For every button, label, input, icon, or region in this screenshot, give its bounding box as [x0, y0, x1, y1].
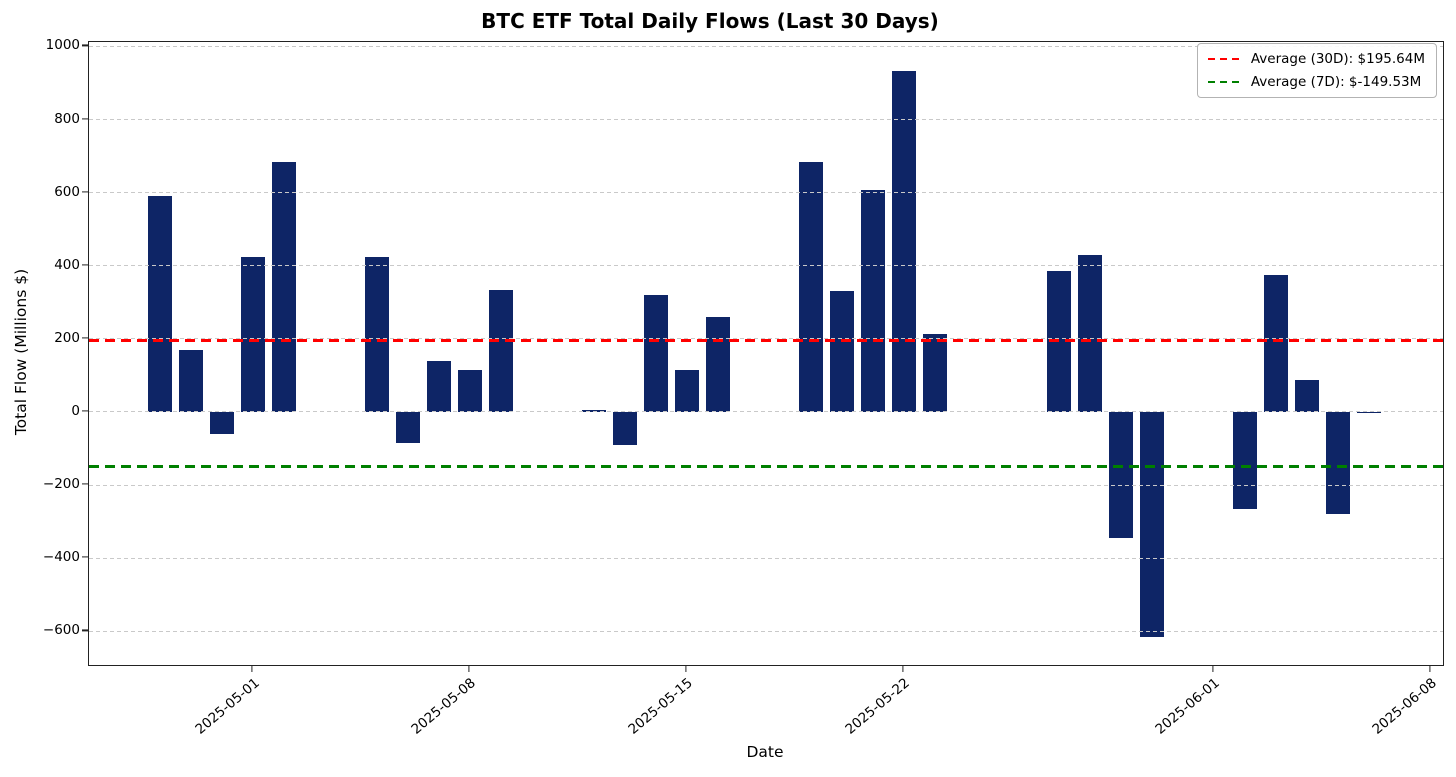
x-tick-label: 2025-06-08 [1369, 675, 1441, 738]
y-tick-mark [82, 410, 88, 412]
y-tick-mark [82, 44, 88, 46]
bar [240, 256, 266, 412]
x-tick-mark [685, 665, 687, 672]
y-tick-label: −600 [42, 622, 80, 639]
y-tick-mark [82, 117, 88, 120]
bar [860, 190, 886, 412]
bar [891, 70, 917, 412]
y-tick-label: 200 [54, 329, 80, 346]
y-tick-mark [82, 264, 88, 266]
legend-item-7d: Average (7D): $-149.53M [1207, 74, 1425, 90]
bar [209, 411, 235, 434]
green-dashed-line-icon [1207, 80, 1242, 84]
bar [612, 411, 638, 445]
y-tick-mark [82, 191, 88, 193]
bar [1263, 274, 1289, 412]
y-tick-label: 800 [54, 110, 80, 127]
x-axis-title: Date [746, 743, 784, 761]
bar [581, 409, 607, 412]
y-axis-title: Total Flow (Millions $) [12, 268, 30, 436]
bar [829, 291, 855, 412]
x-tick-mark [1212, 665, 1214, 672]
bar [798, 161, 824, 412]
bar [426, 360, 452, 412]
bar [1356, 411, 1382, 414]
x-tick-label: 2025-05-08 [408, 675, 480, 738]
y-tick-label: 400 [54, 256, 80, 273]
chart-title: BTC ETF Total Daily Flows (Last 30 Days) [481, 9, 939, 33]
y-tick-mark [82, 556, 88, 558]
gridline [89, 119, 1443, 120]
bar [1325, 411, 1351, 515]
bar [922, 334, 948, 412]
red-dashed-line-icon [1207, 57, 1242, 61]
bar [488, 289, 514, 412]
bar [1077, 254, 1103, 412]
gridline [89, 45, 1443, 47]
average-7d-line [89, 465, 1443, 468]
bar [1139, 411, 1165, 637]
bar [147, 195, 173, 412]
legend-label-7d: Average (7D): $-149.53M [1250, 74, 1422, 90]
gridline [89, 411, 1443, 413]
y-tick-label: 0 [71, 402, 80, 419]
x-tick-label: 2025-05-15 [625, 675, 697, 738]
legend-item-30d: Average (30D): $195.64M [1207, 51, 1425, 67]
y-tick-label: −200 [42, 476, 80, 493]
y-tick-label: −400 [42, 549, 80, 566]
gridline [89, 630, 1443, 632]
gridline [89, 484, 1443, 486]
bar [271, 161, 297, 412]
gridline [89, 265, 1443, 267]
gridline [89, 557, 1443, 559]
plot-area [88, 41, 1444, 666]
x-tick-label: 2025-05-22 [842, 675, 914, 738]
bar [705, 316, 731, 412]
bar [674, 369, 700, 412]
x-tick-mark [1429, 665, 1431, 672]
y-tick-label: 1000 [45, 37, 80, 54]
legend-label-30d: Average (30D): $195.64M [1250, 51, 1425, 67]
bar [395, 411, 421, 444]
y-tick-label: 600 [54, 183, 80, 200]
bar [178, 349, 204, 412]
bar [364, 256, 390, 412]
x-tick-mark [902, 665, 904, 672]
bar [643, 295, 669, 412]
gridline [89, 192, 1443, 194]
x-tick-label: 2025-06-01 [1152, 675, 1224, 738]
x-tick-label: 2025-05-01 [191, 675, 263, 738]
y-tick-mark [82, 337, 88, 339]
legend: Average (30D): $195.64M Average (7D): $-… [1196, 43, 1437, 98]
y-tick-mark [82, 483, 88, 485]
average-30d-line [89, 339, 1443, 342]
y-tick-mark [82, 629, 88, 631]
x-tick-mark [468, 665, 470, 672]
bar [1108, 411, 1134, 539]
x-tick-mark [251, 665, 253, 672]
bar [1232, 411, 1258, 509]
bar [457, 369, 483, 412]
gridline [89, 338, 1443, 340]
bar [1294, 380, 1320, 412]
